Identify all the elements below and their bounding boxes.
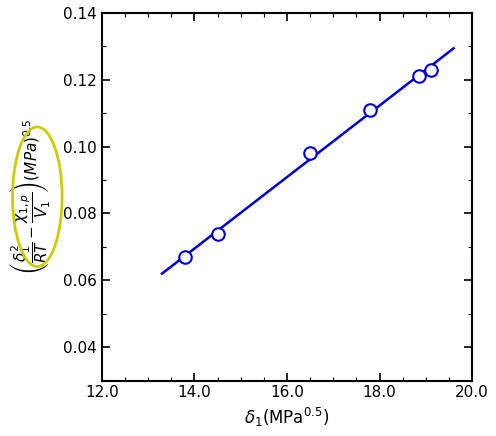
Point: [306, 150, 314, 157]
Y-axis label: $\left(\dfrac{\delta_1^2}{RT} - \dfrac{\chi_{1,p}}{V_1}\right)$$(MPa)^{0.5}$: $\left(\dfrac{\delta_1^2}{RT} - \dfrac{\…: [7, 119, 52, 275]
Point: [415, 73, 423, 80]
X-axis label: $\delta_1$(MPa$^{0.5}$): $\delta_1$(MPa$^{0.5}$): [245, 406, 330, 429]
Point: [367, 106, 374, 113]
Point: [214, 230, 222, 237]
Point: [181, 253, 189, 260]
Point: [427, 66, 434, 73]
